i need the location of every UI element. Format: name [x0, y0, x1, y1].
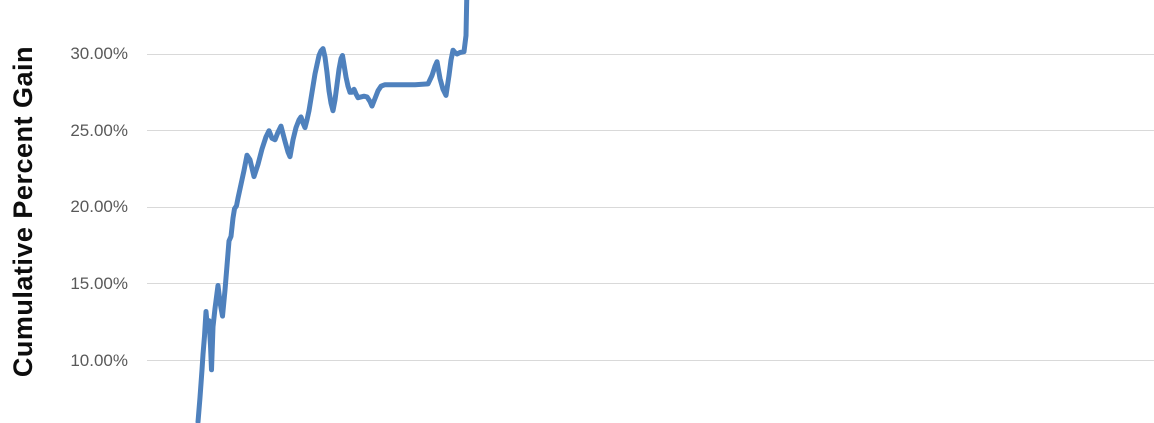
- gridline: [147, 53, 1154, 55]
- y-axis-tick-label: 10.00%: [70, 350, 128, 370]
- gridline: [147, 283, 1154, 285]
- gridline: [147, 206, 1154, 208]
- y-axis-tick-label: 25.00%: [70, 120, 128, 140]
- gridline: [147, 360, 1154, 362]
- gridline: [147, 130, 1154, 132]
- y-axis-tick-label: 30.00%: [70, 44, 128, 63]
- y-axis-tick-label: 15.00%: [70, 273, 128, 293]
- y-axis-tick-label: 20.00%: [70, 197, 128, 217]
